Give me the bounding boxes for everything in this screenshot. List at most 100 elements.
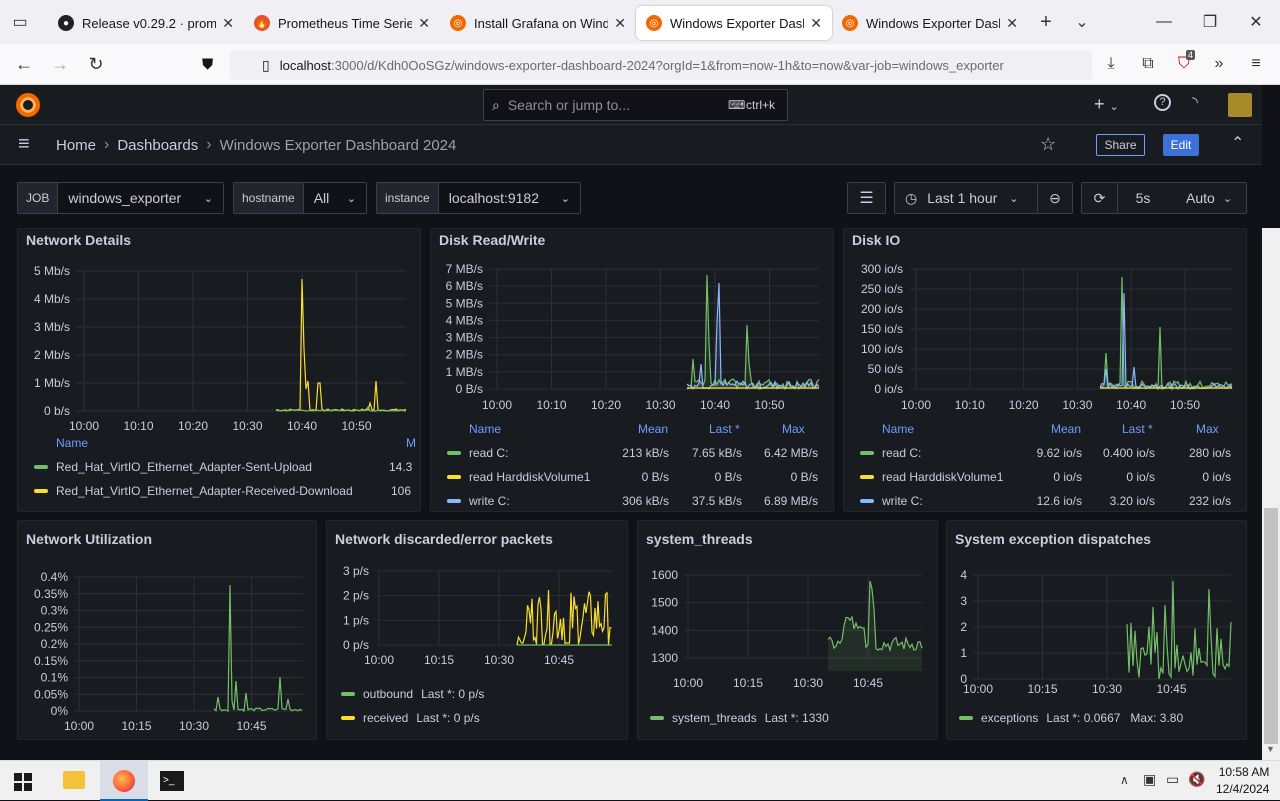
y-tick-label: 6 MB/s (446, 279, 483, 293)
variable-value[interactable]: localhost:9182 ⌄ (438, 183, 580, 213)
refresh-interval-picker[interactable]: 5s Auto ⌄ (1117, 182, 1247, 214)
legend-header-mean[interactable]: Mean (1051, 422, 1082, 436)
star-icon[interactable]: ☆ (1040, 134, 1057, 154)
series-swatch (860, 451, 874, 455)
panel-disk-read-write[interactable]: Disk Read/Write 7 MB/s 6 MB/s 5 MB/s 4 MB/s… (430, 228, 834, 512)
legend-item[interactable]: received Last *: 0 p/s (341, 711, 480, 725)
tab-windows-exporter-active[interactable]: ◎ Windows Exporter Dashboard ✕ (636, 6, 832, 40)
close-tab-icon[interactable]: ✕ (222, 14, 234, 31)
tab-title: Windows Exporter Dashboard (670, 15, 804, 31)
panel-disk-io[interactable]: Disk IO 300 io/s 250 io/s 200 io/s 150 io/s… (843, 228, 1247, 512)
extensions-icon[interactable]: ⧉ (1142, 55, 1154, 72)
grafana-logo-icon[interactable] (16, 93, 40, 117)
new-tab-icon[interactable]: + (1040, 10, 1052, 33)
tab-windows-exporter[interactable]: ◎ Windows Exporter Dashboard ✕ (832, 6, 1028, 40)
legend-item[interactable]: read HarddiskVolume1 (860, 470, 1003, 484)
close-tab-icon[interactable]: ✕ (810, 14, 822, 31)
legend-header-max[interactable]: Max (1196, 422, 1219, 436)
legend-item[interactable]: Red_Hat_VirtIO_Ethernet_Adapter-Received… (34, 484, 353, 498)
reload-icon[interactable]: ↻ (88, 53, 104, 74)
panel-network-details[interactable]: Network Details 5 Mb/s 4 Mb/s 3 Mb/s 2 Mb/s… (17, 228, 421, 512)
search-input[interactable]: ⌕ Search or jump to... ⌨ ctrl+k (483, 89, 788, 121)
url-bar[interactable]: ⛊ ▯ localhost:3000/d/Kdh0OoSGz/windows-e… (202, 50, 1092, 80)
clock[interactable]: 10:58 AM 12/4/2024 (1216, 764, 1269, 798)
menu-icon[interactable]: ≡ (1251, 55, 1261, 72)
time-range-picker[interactable]: ◷ Last 1 hour ⌄ (894, 182, 1038, 214)
news-rss-icon[interactable]: ◝ (1192, 94, 1198, 111)
dashboard-outline-button[interactable]: ☰ (847, 182, 886, 214)
refresh-button[interactable]: ⟳ (1081, 182, 1118, 214)
shield-icon[interactable]: ⛊ (202, 56, 214, 73)
legend-item[interactable]: read HarddiskVolume1 (447, 470, 590, 484)
share-button[interactable]: Share (1096, 134, 1145, 156)
y-tick-label: 0.1% (41, 671, 69, 685)
ublock-icon[interactable]: ⛉ 4 (1177, 50, 1196, 72)
variable-value[interactable]: All ⌄ (303, 183, 366, 213)
variable-instance[interactable]: instance localhost:9182 ⌄ (376, 182, 581, 214)
legend-header-name[interactable]: Name (56, 436, 89, 450)
network-tray-icon[interactable]: ▣ (1143, 771, 1157, 787)
close-window-icon[interactable]: ✕ (1249, 14, 1263, 31)
close-tab-icon[interactable]: ✕ (614, 14, 626, 31)
avatar[interactable] (1228, 93, 1252, 117)
legend-max: 280 io/s (1188, 446, 1231, 460)
scroll-down-arrow-icon[interactable]: ▼ (1266, 744, 1275, 754)
legend-item[interactable]: read C: (860, 446, 921, 460)
page-info-icon[interactable]: ▯ (262, 56, 270, 73)
scrollbar-thumb[interactable] (1264, 508, 1278, 744)
legend-item[interactable]: Red_Hat_VirtIO_Ethernet_Adapter-Sent-Upl… (34, 460, 312, 474)
zoom-out-button[interactable]: ⊖ (1037, 182, 1073, 214)
help-icon[interactable]: ? (1154, 94, 1171, 111)
show-hidden-icons-icon[interactable]: ∧ (1120, 773, 1129, 787)
firefox-icon[interactable] (100, 761, 148, 801)
close-tab-icon[interactable]: ✕ (418, 14, 430, 31)
variable-hostname[interactable]: hostname All ⌄ (233, 182, 367, 214)
legend-header-last[interactable]: Last * (709, 422, 740, 436)
legend-item[interactable]: write C: (860, 494, 923, 508)
legend-item[interactable]: exceptions Last *: 0.0667 Max: 3.80 (959, 711, 1183, 725)
collapse-chevron-up-icon[interactable]: ⌃ (1231, 135, 1245, 152)
edit-button[interactable]: Edit (1163, 134, 1199, 156)
restore-icon[interactable]: ❐ (1202, 14, 1218, 31)
more-tools-icon[interactable]: » (1214, 55, 1224, 72)
legend-header-max[interactable]: Max (782, 422, 805, 436)
legend-header-mean[interactable]: Mean (638, 422, 669, 436)
panel-network-utilization[interactable]: Network Utilization 0.4% 0.35% 0.3% 0.25% 0.… (17, 520, 317, 740)
tab-list-icon[interactable]: ▭ (12, 14, 28, 31)
monitor-tray-icon[interactable]: ▭ (1166, 771, 1180, 787)
volume-muted-icon[interactable]: 🔇 (1188, 771, 1206, 787)
series-swatch (860, 499, 874, 503)
plus-icon[interactable]: + ⌄ (1094, 94, 1119, 114)
tab-release[interactable]: ● Release v0.29.2 · prometheus ✕ (48, 6, 244, 40)
panel-network-discarded[interactable]: Network discarded/error packets 3 p/s 2 p… (326, 520, 628, 740)
legend-header-last[interactable]: Last * (1122, 422, 1153, 436)
file-explorer-icon[interactable] (63, 771, 85, 789)
chevron-down-icon[interactable]: ⌄ (1075, 14, 1089, 31)
download-icon[interactable]: ⤓ (1107, 55, 1115, 72)
legend-item[interactable]: outbound Last *: 0 p/s (341, 687, 484, 701)
terminal-icon[interactable]: >_ (160, 771, 184, 791)
forward-icon[interactable]: → (51, 53, 69, 74)
page-scrollbar[interactable]: ▼ (1262, 228, 1280, 760)
legend-item[interactable]: system_threads Last *: 1330 (650, 711, 829, 725)
tab-prometheus[interactable]: 🔥 Prometheus Time Series Collection ✕ (244, 6, 440, 40)
tab-install-grafana[interactable]: ◎ Install Grafana on Windows ✕ (440, 6, 636, 40)
legend-item[interactable]: write C: (447, 494, 510, 508)
series-swatch (860, 475, 874, 479)
breadcrumb-dashboards[interactable]: Dashboards (117, 136, 199, 154)
panel-system-exceptions[interactable]: System exception dispatches 4 3 2 1 0 10:00 10… (946, 520, 1247, 740)
legend-item[interactable]: read C: (447, 446, 508, 460)
close-tab-icon[interactable]: ✕ (1006, 14, 1018, 31)
legend-header-name[interactable]: Name (882, 422, 915, 436)
hamburger-menu-icon[interactable]: ≡ (18, 133, 30, 155)
breadcrumb-home[interactable]: Home (56, 136, 97, 154)
legend-header-name[interactable]: Name (469, 422, 502, 436)
back-icon[interactable]: ← (15, 53, 33, 74)
variable-value[interactable]: windows_exporter ⌄ (58, 183, 223, 213)
panel-system-threads[interactable]: system_threads 1600 1500 1400 1300 10:00 10:1… (637, 520, 938, 740)
minimize-icon[interactable]: — (1156, 13, 1172, 30)
windows-start-icon[interactable] (14, 773, 32, 791)
series-write-c-area (687, 283, 819, 389)
legend-header-col[interactable]: M (406, 436, 416, 450)
variable-job[interactable]: JOB windows_exporter ⌄ (17, 182, 224, 214)
